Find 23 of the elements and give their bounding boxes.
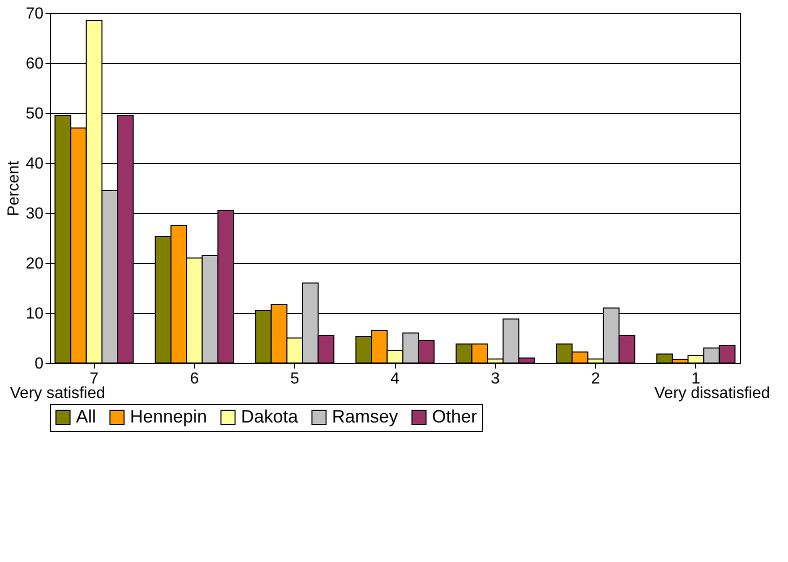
y-tick-label: 20 — [26, 256, 44, 272]
y-tick-label: 60 — [26, 56, 44, 72]
x-tick-label: 2 — [591, 370, 600, 388]
x-tick-label: 5 — [290, 370, 300, 388]
x-tick-label: 7 — [90, 370, 99, 388]
legend-label: All — [76, 406, 96, 426]
text: Very satisfied — [10, 385, 106, 402]
y-tick-label: 10 — [26, 306, 44, 322]
y-tick-label: 0 — [34, 356, 44, 372]
legend-label: Dakota — [241, 406, 300, 426]
x-tick-label: 4 — [390, 370, 400, 388]
y-tick-label: 50 — [26, 106, 44, 122]
legend-label: Other — [432, 406, 478, 426]
x-tick-label: 1 — [691, 370, 700, 388]
legend-label: Ramsey — [332, 406, 398, 426]
y-tick-label: 40 — [26, 156, 44, 172]
legend-label: Hennepin — [130, 406, 208, 426]
y-axis-title: Percent — [6, 160, 23, 216]
y-tick-label: 30 — [26, 206, 44, 222]
x-tick-label: 3 — [490, 370, 500, 388]
text: Very dissatisfied — [654, 385, 770, 402]
y-tick-label: 70 — [26, 6, 44, 22]
x-tick-label: 6 — [190, 370, 199, 388]
